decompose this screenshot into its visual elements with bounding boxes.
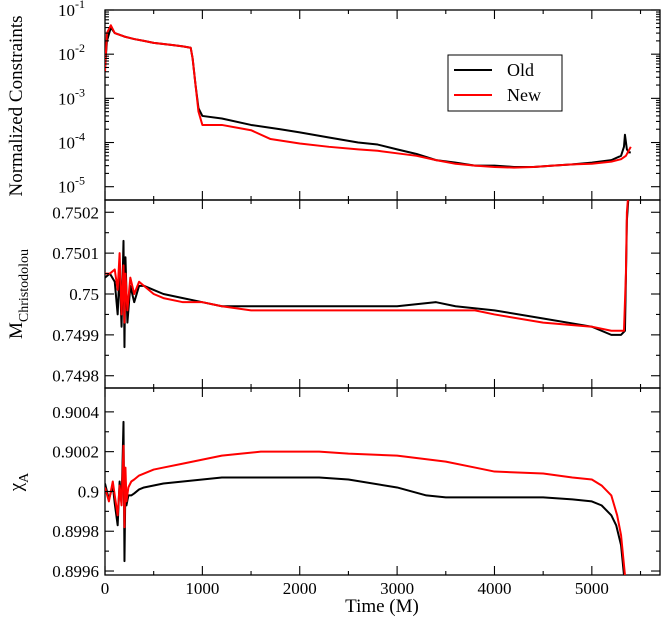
mass-ytick-label: 0.75 [69,285,99,304]
mass-ytick-label: 0.7498 [52,367,99,386]
xtick-label: 4000 [477,579,511,598]
spin-ytick-label: 0.8998 [52,522,99,541]
legend: Old New [447,54,563,112]
xtick-label: 3000 [380,579,414,598]
spin-panel-frame [104,387,661,576]
constraints-ytick-label: 10-4 [58,130,85,153]
mass-y-axis-main: M [6,322,27,339]
constraints-ytick-label: 10-5 [58,174,85,197]
mass-y-axis-subscript: Christodolou [17,249,32,322]
mass-y-axis-title: MChristodolou [6,249,32,339]
xtick-label: 5000 [575,579,609,598]
mass-ytick-label: 0.7499 [52,326,99,345]
spin-ytick-label: 0.9002 [52,443,99,462]
x-axis-title: Time (M) [345,596,419,617]
constraints-panel-frame [104,9,661,201]
constraints-series-layer [105,24,632,169]
legend-label-old: Old [507,60,534,80]
mass-series-layer [105,200,630,349]
mass-panel-frame [104,199,661,389]
spin-ytick-label: 0.9 [78,482,99,501]
constraints-ytick-label: 10-2 [58,41,85,64]
spin-ytick-label: 0.9004 [52,403,99,422]
legend-box [447,54,563,112]
spin-y-axis-subscript: A [17,472,32,483]
xtick-label: 2000 [283,579,317,598]
mass-ytick-label: 0.7502 [52,203,99,222]
spin-series-new [105,444,626,575]
legend-label-new: New [507,85,541,105]
mass-ticks: 0.7498 0.7499 0.75 0.7501 0.7502 [52,200,660,388]
constraints-series-new [105,24,632,169]
constraints-y-axis-title: Normalized Constraints [6,16,27,197]
mass-series-new [105,200,629,332]
spin-series-layer [105,420,626,575]
spin-y-axis-title: χA [6,472,32,492]
spin-ytick-label: 0.8996 [52,562,99,581]
xtick-label: 1000 [185,579,219,598]
spin-y-axis-main: χ [6,482,27,492]
constraints-ticks: 10-5 10-4 10-3 10-2 10-1 [58,0,660,200]
mass-ytick-label: 0.7501 [52,244,99,263]
constraints-ytick-label: 10-3 [58,85,85,108]
constraints-ytick-label: 10-1 [58,0,85,20]
spin-ticks: 0.8996 0.8998 0.9 0.9002 0.9004 0 1000 2000 3000… [52,388,660,598]
spin-series-old [105,420,625,575]
xtick-label: 0 [101,579,110,598]
